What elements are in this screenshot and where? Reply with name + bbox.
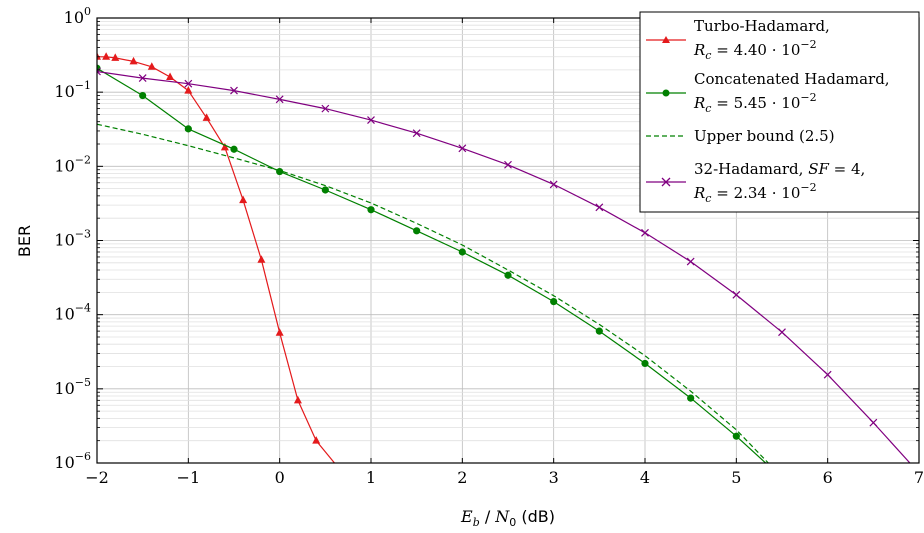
legend-box (639, 11, 920, 213)
data-point (111, 53, 120, 61)
data-point (687, 394, 695, 402)
data-point (778, 328, 786, 337)
x-tick-label: −2 (85, 468, 109, 487)
data-point (184, 125, 192, 133)
legend-label-hadamard32-2: Rc = 2.34 · 10−2 (693, 181, 817, 205)
data-point (184, 79, 193, 88)
data-point (257, 255, 266, 263)
legend-marker-concat (662, 89, 670, 97)
data-point (138, 74, 147, 82)
series-0 (97, 52, 335, 463)
data-point (458, 144, 467, 153)
data-point (732, 432, 740, 440)
data-point (823, 370, 832, 379)
x-tick-label: 1 (366, 468, 376, 487)
series-line (97, 123, 769, 463)
data-point (129, 56, 138, 65)
x-tick-label: 7 (914, 468, 924, 487)
y-tick-label: 10−5 (54, 376, 91, 398)
data-point (550, 298, 558, 306)
data-point (549, 180, 558, 189)
x-tick-label: 4 (640, 468, 650, 487)
data-point (102, 52, 111, 60)
data-point (293, 395, 302, 404)
x-tick-label: 6 (823, 468, 833, 487)
data-point (139, 91, 147, 100)
data-point (869, 418, 878, 427)
data-point (147, 62, 156, 70)
data-point (595, 327, 603, 335)
data-point (504, 271, 512, 279)
data-point (230, 86, 238, 95)
y-tick-label: 10−4 (54, 302, 91, 324)
y-tick-label: 10−2 (54, 153, 91, 175)
legend-label-turbo-1: Turbo-Hadamard, (694, 17, 830, 35)
data-point (184, 86, 193, 94)
data-point (641, 359, 649, 368)
data-point (641, 228, 649, 237)
data-point (166, 72, 175, 81)
data-point (595, 203, 604, 212)
legend-label-concat-1: Concatenated Hadamard, (694, 70, 890, 88)
data-point (275, 328, 284, 336)
tick-labels: −2 −1 0 1 2 3 4 5 6 7 100 10−1 10−2 10−3 10−4 10−5 10−6 (54, 5, 924, 487)
legend-label-concat-2: Rc = 5.45 · 10−2 (693, 91, 817, 115)
legend: Turbo-Hadamard, Rc = 4.40 · 10−2 Concate… (639, 11, 920, 213)
data-point (412, 129, 421, 138)
data-point (321, 104, 330, 113)
data-point (97, 67, 101, 76)
data-point (276, 167, 284, 176)
x-axis-label: Eb / N0 (dB) (460, 507, 555, 529)
x-tick-label: 3 (549, 468, 559, 487)
data-point (230, 145, 238, 153)
y-tick-label: 10−1 (54, 79, 91, 101)
y-axis-label: BER (15, 225, 34, 257)
data-point (312, 436, 321, 444)
x-tick-label: 2 (457, 468, 467, 487)
data-point (321, 186, 329, 194)
legend-label-turbo-2: Rc = 4.40 · 10−2 (693, 38, 817, 62)
series-line (97, 67, 767, 463)
x-tick-label: −1 (177, 468, 201, 487)
series-layer (97, 52, 911, 463)
data-point (413, 227, 421, 235)
y-tick-label: 10−6 (54, 450, 91, 472)
x-tick-label: 0 (275, 468, 285, 487)
series-2 (97, 123, 769, 463)
y-tick-label: 100 (64, 5, 91, 27)
legend-marker-hadamard32 (661, 177, 671, 187)
legend-marker-turbo (662, 36, 670, 43)
data-point (202, 113, 211, 121)
data-point (97, 52, 101, 60)
data-point (458, 248, 466, 256)
data-point (732, 290, 741, 299)
data-point (367, 116, 375, 125)
legend-label-bound: Upper bound (2.5) (694, 127, 835, 145)
data-point (504, 160, 512, 169)
series-3 (97, 67, 911, 463)
x-tick-label: 5 (731, 468, 741, 487)
data-point (220, 142, 229, 151)
y-tick-label: 10−3 (54, 228, 91, 250)
data-point (239, 195, 248, 204)
data-point (367, 206, 375, 214)
data-point (275, 95, 284, 104)
data-point (686, 257, 695, 266)
legend-label-hadamard32-1: 32-Hadamard, SF = 4, (694, 160, 865, 178)
